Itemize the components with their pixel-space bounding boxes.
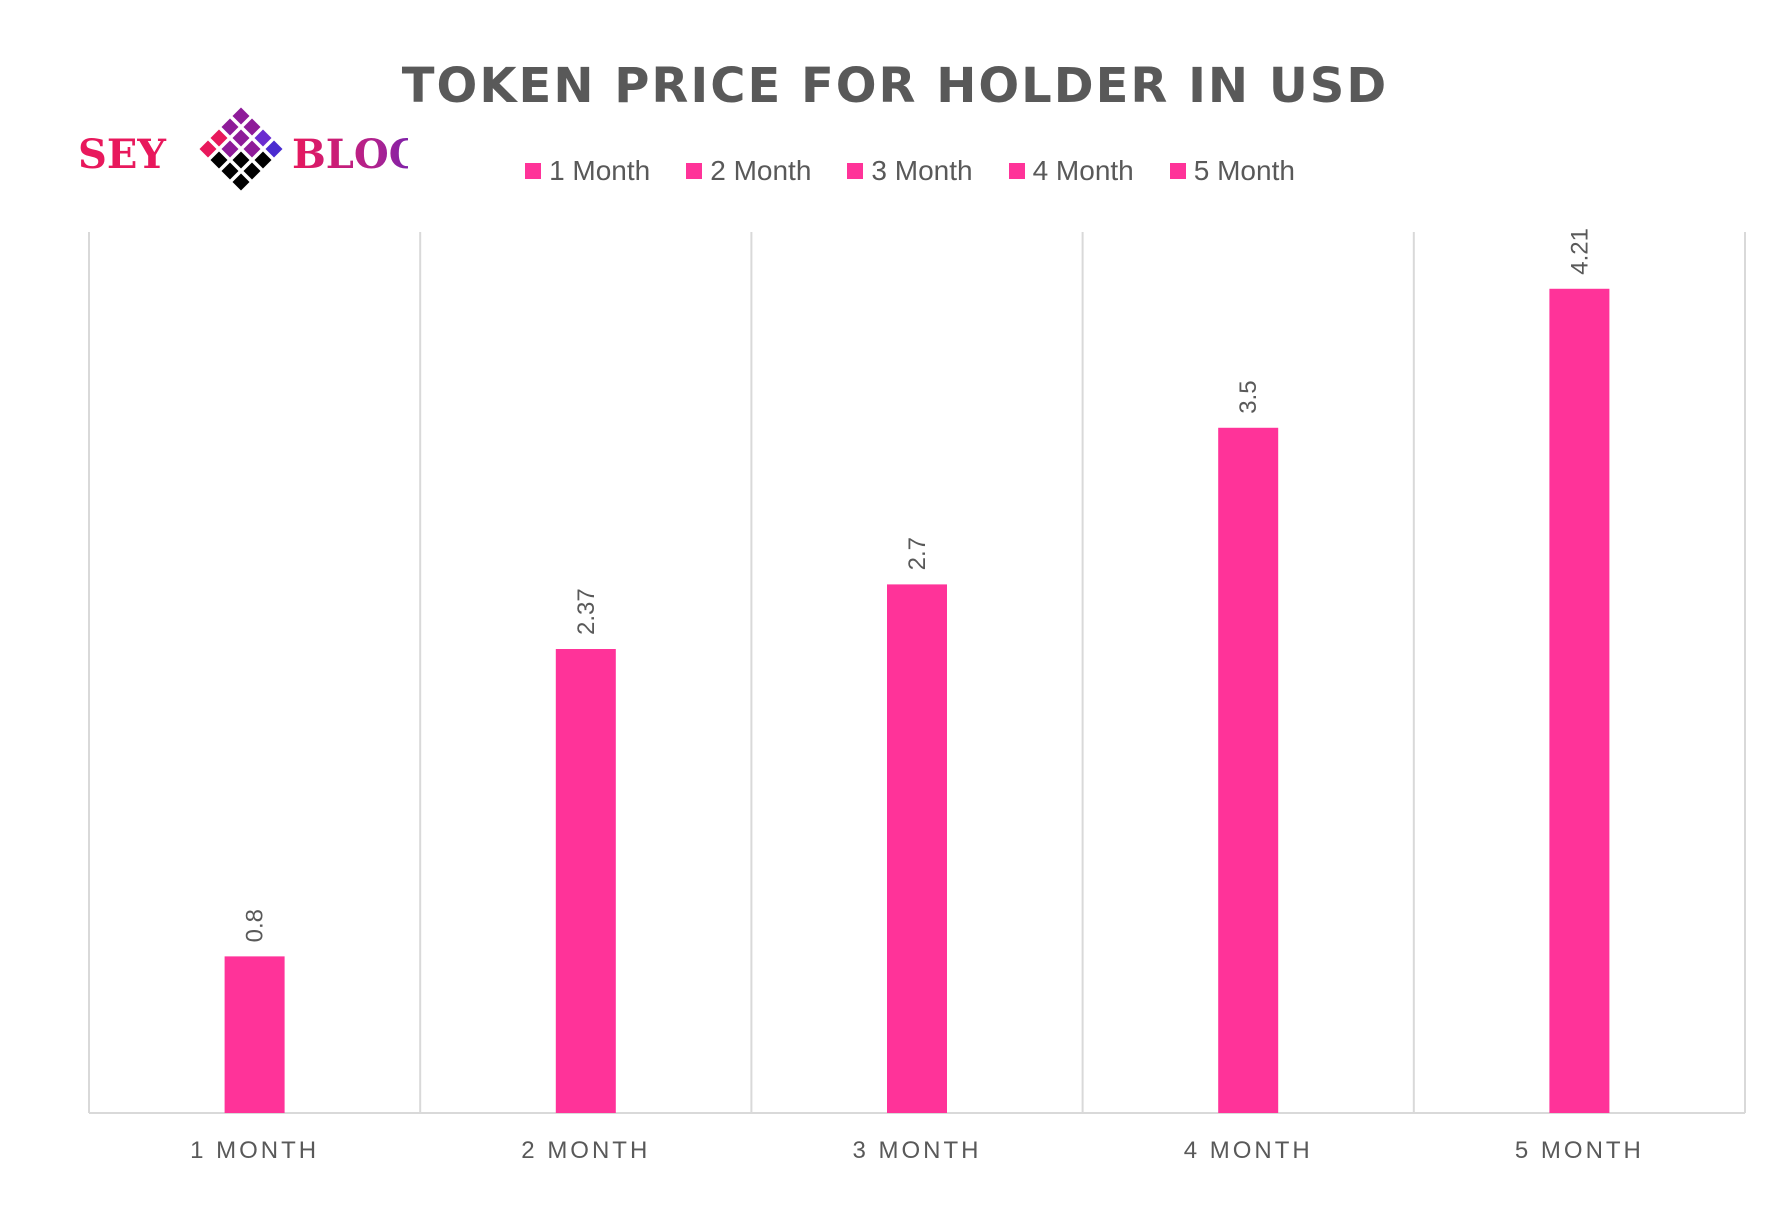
seyblock-logo: SEY BLOCK bbox=[78, 107, 408, 191]
legend-label: 3 Month bbox=[871, 155, 973, 186]
data-label: 4.21 bbox=[1566, 228, 1593, 275]
data-label: 3.5 bbox=[1235, 380, 1262, 413]
x-tick-label: 2 MONTH bbox=[521, 1137, 650, 1164]
bar bbox=[224, 956, 285, 1113]
legend-label: 2 Month bbox=[710, 155, 812, 186]
data-label: 2.37 bbox=[573, 588, 600, 635]
legend-item: 3 Month bbox=[847, 155, 973, 187]
x-tick-label: 5 MONTH bbox=[1515, 1137, 1644, 1164]
x-tick-label: 1 MONTH bbox=[190, 1137, 319, 1164]
legend-swatch bbox=[1008, 163, 1025, 179]
legend-item: 1 Month bbox=[525, 155, 650, 187]
legend-swatch bbox=[525, 163, 542, 179]
x-tick-label: 3 MONTH bbox=[853, 1137, 982, 1164]
legend-item: 2 Month bbox=[686, 155, 811, 187]
data-label: 0.8 bbox=[242, 909, 269, 942]
bar bbox=[1218, 427, 1279, 1113]
legend-swatch bbox=[1169, 163, 1186, 179]
chart-legend: 1 Month 2 Month 3 Month 4 Month 5 Month bbox=[0, 155, 1790, 187]
chart-title: TOKEN PRICE FOR HOLDER IN USD bbox=[401, 58, 1389, 114]
bar bbox=[887, 584, 947, 1113]
bar bbox=[555, 649, 616, 1113]
legend-item: 5 Month bbox=[1169, 155, 1295, 187]
legend-label: 1 Month bbox=[549, 155, 651, 186]
logo-text-right: BLOCK bbox=[292, 131, 408, 178]
legend-label: 4 Month bbox=[1032, 155, 1134, 186]
legend-label: 5 Month bbox=[1193, 155, 1295, 186]
x-tick-label: 4 MONTH bbox=[1184, 1137, 1313, 1164]
logo-text-left: SEY bbox=[78, 131, 166, 178]
data-label: 2.7 bbox=[904, 537, 931, 570]
legend-swatch bbox=[686, 163, 703, 179]
legend-swatch bbox=[847, 163, 864, 179]
bar bbox=[1549, 288, 1610, 1114]
legend-item: 4 Month bbox=[1008, 155, 1134, 187]
